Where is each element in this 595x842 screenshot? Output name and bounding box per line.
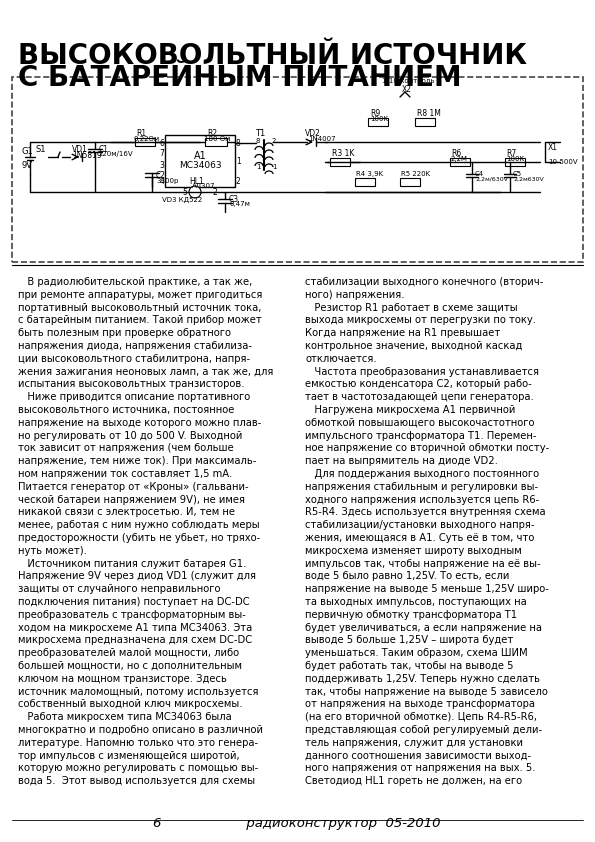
Text: 1/10 контроль: 1/10 контроль <box>382 78 434 84</box>
Text: R2: R2 <box>207 130 217 138</box>
FancyBboxPatch shape <box>12 77 583 262</box>
Text: C2: C2 <box>156 172 166 180</box>
Text: 100K: 100K <box>506 156 524 162</box>
Text: R1: R1 <box>136 130 146 138</box>
Text: C5: C5 <box>513 171 522 177</box>
Text: 0,22Ом: 0,22Ом <box>133 136 159 142</box>
Text: R7: R7 <box>506 150 516 158</box>
Text: X1: X1 <box>548 142 558 152</box>
Text: C1: C1 <box>99 145 109 153</box>
Text: 8: 8 <box>256 138 261 144</box>
Text: 9V: 9V <box>22 161 33 169</box>
Text: 2,2M: 2,2M <box>451 156 468 162</box>
Text: 1: 1 <box>272 164 277 170</box>
Text: R8 1M: R8 1M <box>417 109 441 119</box>
Text: 5: 5 <box>183 188 187 197</box>
Text: S1: S1 <box>36 145 46 153</box>
Text: 2: 2 <box>236 178 241 186</box>
Text: В радиолюбительской практике, а так же,
при ремонте аппаратуры, может пригодитьс: В радиолюбительской практике, а так же, … <box>18 277 273 786</box>
Text: C4: C4 <box>475 171 484 177</box>
Text: 6                    радиоконструктор  05-2010: 6 радиоконструктор 05-2010 <box>154 817 441 830</box>
Text: R3 1K: R3 1K <box>332 150 355 158</box>
Text: 220м/16V: 220м/16V <box>99 151 134 157</box>
Text: ВЫСОКОВОЛЬТНЫЙ ИСТОЧНИК: ВЫСОКОВОЛЬТНЫЙ ИСТОЧНИК <box>18 42 527 70</box>
Text: 180 Ом: 180 Ом <box>204 136 230 142</box>
Text: X2: X2 <box>402 84 412 93</box>
Text: R4 3,9K: R4 3,9K <box>356 171 383 177</box>
Text: VD2: VD2 <box>305 130 321 138</box>
Text: 2: 2 <box>272 138 276 144</box>
Text: G1: G1 <box>22 147 34 156</box>
Text: 6: 6 <box>159 138 164 147</box>
Bar <box>450 158 470 166</box>
Text: 2: 2 <box>212 188 217 197</box>
Text: С БАТАРЕЙНЫМ ПИТАНИЕМ: С БАТАРЕЙНЫМ ПИТАНИЕМ <box>18 64 462 92</box>
Text: HL1: HL1 <box>189 178 203 186</box>
Bar <box>205 138 227 146</box>
Text: 2,2м630V: 2,2м630V <box>513 177 544 182</box>
Text: T1: T1 <box>255 129 265 137</box>
Text: VD1: VD1 <box>72 146 88 154</box>
Bar <box>355 178 375 186</box>
Text: R9: R9 <box>370 109 380 119</box>
Text: VD3 КД522: VD3 КД522 <box>162 197 202 203</box>
Text: 1N4007: 1N4007 <box>308 136 336 142</box>
Text: 3300р: 3300р <box>156 178 178 184</box>
Text: 1N5819: 1N5819 <box>72 151 102 159</box>
Text: 10-500V: 10-500V <box>548 159 578 165</box>
Text: A1: A1 <box>193 151 206 161</box>
Text: R6: R6 <box>451 150 461 158</box>
Bar <box>415 118 435 126</box>
Bar <box>368 118 388 126</box>
Text: C3: C3 <box>229 195 239 204</box>
Bar <box>135 138 155 146</box>
Text: АЛ307: АЛ307 <box>192 184 215 189</box>
Bar <box>165 135 235 187</box>
Text: 100K: 100K <box>370 116 388 122</box>
Text: стабилизации выходного конечного (вторич-
ного) напряжения.
   Резистор R1 работ: стабилизации выходного конечного (вторич… <box>305 277 549 786</box>
Text: 2,2м/630V: 2,2м/630V <box>475 177 508 182</box>
Text: 1: 1 <box>236 157 241 166</box>
Text: MC34063: MC34063 <box>178 162 221 170</box>
Bar <box>400 178 420 186</box>
Text: 8: 8 <box>236 138 241 147</box>
Circle shape <box>189 186 201 198</box>
Text: 1: 1 <box>256 164 261 170</box>
Bar <box>505 158 525 166</box>
Text: 7: 7 <box>159 148 164 157</box>
Text: R5 220K: R5 220K <box>401 171 430 177</box>
Bar <box>330 158 350 166</box>
Text: 3: 3 <box>159 161 164 169</box>
Text: 0,47м: 0,47м <box>229 201 250 207</box>
Text: 4: 4 <box>159 178 164 186</box>
